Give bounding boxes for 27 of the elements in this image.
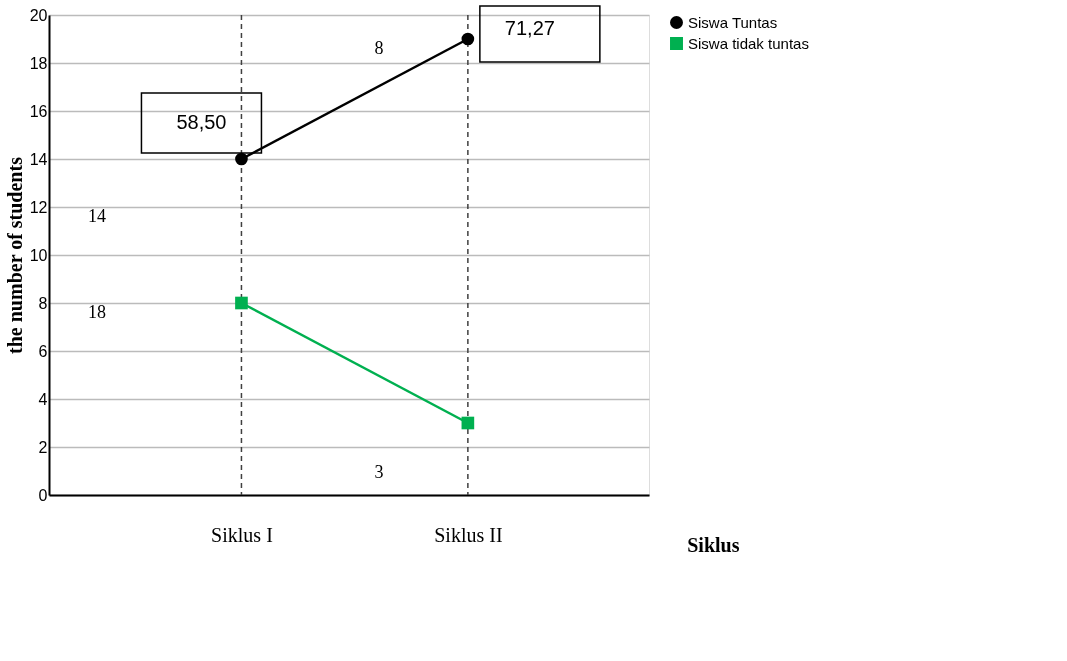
point: [461, 32, 475, 46]
annotation: 71,27: [504, 17, 555, 39]
annotation: 14: [88, 205, 106, 226]
y-tick-label: 10: [29, 246, 48, 264]
point: [461, 416, 475, 430]
y-axis-title: the number of students: [3, 156, 26, 354]
point: [235, 152, 248, 166]
y-tick-label: 14: [29, 150, 48, 168]
x-tick-label: Siklus I: [211, 523, 273, 546]
y-tick-label: 20: [29, 6, 48, 24]
y-tick-label: 6: [38, 342, 48, 360]
y-tick-label: 0: [38, 486, 48, 504]
y-tick-label: 2: [38, 438, 48, 456]
legend-label: Siswa tidak tuntas: [688, 34, 809, 52]
y-tick-label: 16: [29, 102, 48, 120]
y-tick-label: 12: [29, 198, 48, 216]
y-tick-label: 4: [38, 390, 48, 408]
y-tick-label: 18: [29, 54, 48, 72]
annotation: 18: [88, 301, 106, 322]
x-axis-title: Siklus: [687, 533, 740, 556]
annotation: 8: [374, 37, 384, 58]
legend-label: Siswa Tuntas: [688, 13, 778, 31]
y-tick-label: 8: [38, 294, 48, 312]
annotation: 58,50: [176, 111, 227, 133]
annotation: 3: [374, 462, 384, 483]
point: [235, 296, 248, 310]
x-tick-label: Siklus II: [434, 523, 503, 546]
